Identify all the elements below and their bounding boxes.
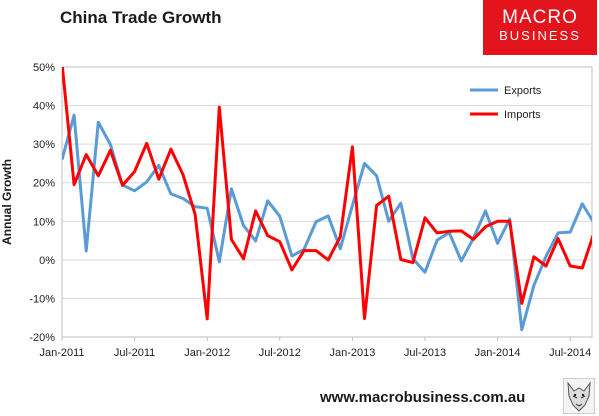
x-tick-label: Jan-2014: [475, 347, 521, 359]
y-tick-label: 40%: [33, 101, 55, 113]
y-tick-label: 10%: [33, 216, 55, 228]
y-tick-label: 50%: [33, 62, 55, 74]
logo-line-1: MACRO: [502, 7, 578, 28]
x-tick-label: Jul-2013: [404, 347, 446, 359]
logo-line-2: BUSINESS: [499, 28, 581, 43]
series-line-exports: [62, 113, 592, 332]
y-axis-label: Annual Growth: [0, 159, 14, 245]
x-tick-label: Jan-2012: [184, 347, 230, 359]
wolf-head-icon: [563, 378, 595, 414]
series-line-imports: [62, 67, 592, 321]
plot-frame: [61, 66, 593, 338]
y-tick-label: -10%: [29, 293, 55, 305]
y-tick-label: 20%: [33, 178, 55, 190]
x-tick-label: Jul-2012: [259, 347, 301, 359]
y-tick-label: 0%: [39, 255, 55, 267]
macrobusiness-logo: MACRO BUSINESS: [483, 0, 597, 55]
legend-label-exports: Exports: [504, 85, 542, 97]
chart-title: China Trade Growth: [60, 8, 222, 27]
footer-url: www.macrobusiness.com.au: [320, 389, 526, 406]
y-tick-label: 30%: [33, 139, 55, 151]
x-tick-label: Jan-2013: [329, 347, 375, 359]
x-tick-label: Jul-2014: [549, 347, 591, 359]
legend-label-imports: Imports: [504, 109, 541, 121]
y-tick-label: -20%: [29, 332, 55, 344]
x-tick-label: Jan-2011: [39, 347, 84, 359]
x-tick-label: Jul-2011: [114, 347, 155, 359]
